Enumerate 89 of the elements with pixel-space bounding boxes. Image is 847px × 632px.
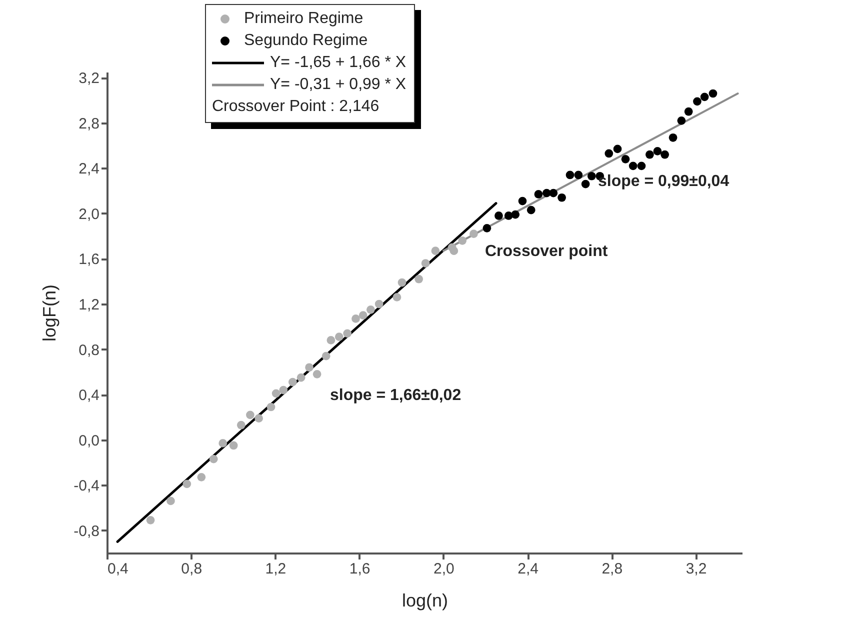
y-tick-label: -0,8 xyxy=(74,522,100,540)
point xyxy=(312,370,322,378)
point xyxy=(182,480,192,488)
point xyxy=(279,386,288,394)
x-tick-label: 1,6 xyxy=(349,560,370,578)
y-axis-title: logF(n) xyxy=(40,284,60,342)
y-tick-label: 1,2 xyxy=(78,296,100,314)
legend-label: Y= -0,31 + 0,99 * X xyxy=(270,76,406,94)
point xyxy=(587,172,596,180)
annotation: slope = 1,66±0,02 xyxy=(330,387,462,405)
point xyxy=(236,420,246,430)
point xyxy=(398,278,406,287)
point xyxy=(352,314,360,323)
point xyxy=(209,454,218,464)
y-tick-label: 0,0 xyxy=(78,432,100,450)
point xyxy=(288,378,297,386)
point xyxy=(322,352,330,360)
y-tick-label: -0,4 xyxy=(74,478,100,495)
x-tick-label: 1,2 xyxy=(265,560,286,578)
point xyxy=(511,210,520,219)
y-tick-label: 0,4 xyxy=(78,387,100,404)
point xyxy=(326,336,336,344)
legend-label: Y= -1,65 + 1,66 * X xyxy=(270,54,406,72)
point xyxy=(668,133,678,142)
point xyxy=(653,147,662,156)
point xyxy=(526,206,536,214)
annotation: slope = 0,99±0,04 xyxy=(598,173,730,191)
point xyxy=(494,212,503,220)
point xyxy=(581,180,590,188)
point xyxy=(229,441,238,450)
x-axis-title: log(n) xyxy=(402,590,448,610)
point xyxy=(272,389,280,398)
point xyxy=(450,246,458,255)
point xyxy=(146,516,155,524)
point xyxy=(621,154,630,164)
point xyxy=(246,410,254,420)
point xyxy=(534,190,543,198)
point xyxy=(482,224,492,232)
point xyxy=(549,188,558,198)
y-tick-label: 1,6 xyxy=(78,251,100,268)
point xyxy=(305,363,314,372)
point xyxy=(637,162,646,170)
point xyxy=(613,144,622,154)
x-tick-label: 3,2 xyxy=(686,560,707,578)
point xyxy=(504,212,513,220)
point xyxy=(628,162,638,170)
point xyxy=(693,97,702,106)
point xyxy=(218,439,228,448)
point xyxy=(660,150,670,159)
annotation: Crossover Point : 2,146 xyxy=(212,97,380,117)
point xyxy=(358,311,368,320)
point xyxy=(684,107,693,116)
y-tick-label: 2,8 xyxy=(78,115,100,132)
x-tick-label: 0,8 xyxy=(181,560,202,578)
y-tick-label: 0,8 xyxy=(78,342,100,359)
x-tick-label: 2,8 xyxy=(602,560,623,578)
point xyxy=(458,236,467,245)
y-tick-label: 2,4 xyxy=(78,160,100,178)
point xyxy=(366,305,375,314)
point xyxy=(518,196,527,206)
point xyxy=(421,259,430,268)
point xyxy=(677,116,686,125)
point xyxy=(414,274,424,284)
point xyxy=(343,329,352,338)
point xyxy=(374,300,384,308)
legend-label: Primeiro Regime xyxy=(244,10,364,28)
y-tick-label: 2,0 xyxy=(78,206,100,223)
legend-label: Segundo Regime xyxy=(244,32,368,50)
point xyxy=(708,89,718,98)
point xyxy=(646,150,654,159)
point xyxy=(296,373,306,382)
point xyxy=(334,332,344,342)
point xyxy=(700,92,709,102)
point xyxy=(197,472,206,482)
annotation: Crossover point xyxy=(485,243,608,261)
point xyxy=(558,193,566,202)
x-tick-label: 2,4 xyxy=(518,560,538,578)
x-tick-label: 2,0 xyxy=(433,560,454,578)
point xyxy=(566,170,574,180)
point xyxy=(166,496,175,506)
x-tick-label: 0,4 xyxy=(108,560,128,578)
y-tick-label: 3,2 xyxy=(78,70,100,88)
point xyxy=(266,402,276,412)
point xyxy=(604,149,614,158)
point xyxy=(470,230,478,238)
point xyxy=(254,414,263,422)
point xyxy=(431,246,440,255)
point xyxy=(574,170,583,180)
point xyxy=(392,293,402,302)
